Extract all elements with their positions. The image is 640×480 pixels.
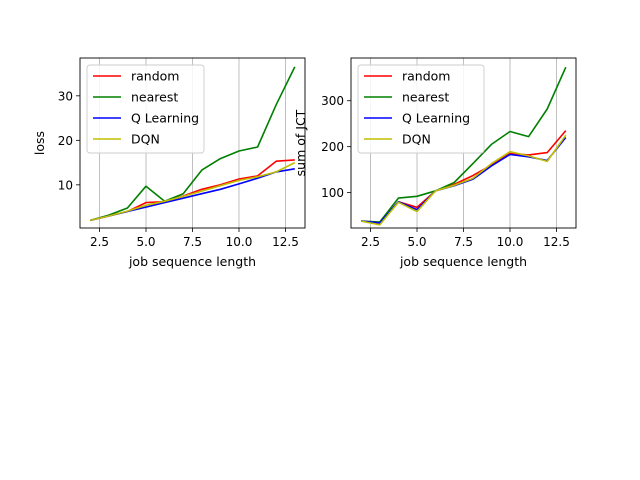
y-axis-label: sum of JCT (293, 109, 308, 176)
legend-label: nearest (131, 90, 178, 105)
legend-box (86, 64, 205, 154)
x-tick-label: 2.5 (361, 235, 380, 249)
legend-box (357, 64, 485, 154)
y-tick-label: 30 (58, 89, 73, 103)
y-tick-label: 10 (58, 178, 73, 192)
legend-label: Q Learning (402, 111, 470, 126)
legend-label: random (402, 69, 450, 84)
y-axis-label: loss (32, 131, 47, 155)
x-tick-label: 7.5 (454, 235, 473, 249)
series-line-dqn (361, 134, 567, 226)
y-tick-label: 200 (321, 140, 344, 154)
x-tick-label: 12.5 (272, 235, 299, 249)
legend-label: DQN (402, 132, 431, 147)
x-tick-label: 7.5 (183, 235, 202, 249)
x-tick-label: 10.0 (497, 235, 524, 249)
series-line-nearest (361, 66, 567, 223)
y-tick-label: 20 (58, 134, 73, 148)
x-tick-label: 12.5 (543, 235, 570, 249)
legend-label: Q Learning (131, 111, 199, 126)
legend-label: random (131, 69, 179, 84)
legend-label: DQN (131, 132, 160, 147)
x-axis-label: job sequence length (399, 254, 527, 269)
x-tick-label: 5.0 (136, 235, 155, 249)
y-tick-label: 300 (321, 94, 344, 108)
series-line-nearest (89, 66, 296, 222)
chart-panel-2: 2.5 5.0 7.5 10.0 12.5 100 200 300 job sequence l… (293, 57, 577, 269)
x-tick-label: 2.5 (90, 235, 109, 249)
legend: random nearest Q Learning DQN (86, 64, 205, 154)
legend: random nearest Q Learning DQN (357, 64, 485, 154)
series-line-dqn (90, 161, 296, 222)
x-tick-label: 5.0 (407, 235, 426, 249)
x-axis-label: job sequence length (128, 254, 256, 269)
x-tick-label: 10.0 (226, 235, 253, 249)
legend-label: nearest (402, 90, 449, 105)
y-tick-label: 100 (321, 186, 344, 200)
chart-panel-1: 2.5 5.0 7.5 10.0 12.5 10 20 30 job sequence leng… (32, 57, 306, 269)
